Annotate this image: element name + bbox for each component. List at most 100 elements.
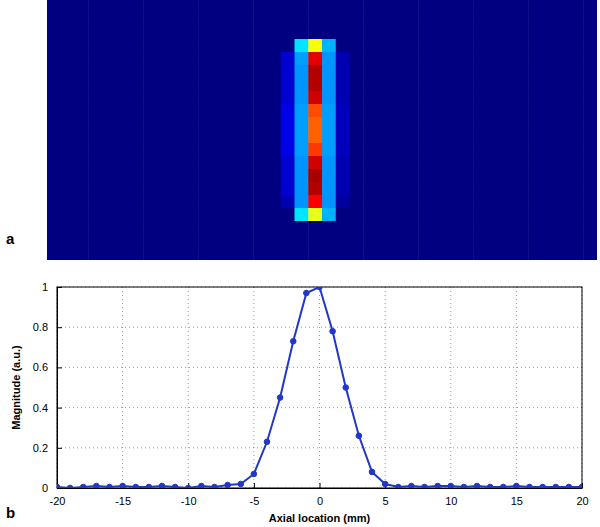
heat-cell xyxy=(322,0,336,14)
data-marker xyxy=(238,481,244,487)
heat-cell xyxy=(583,143,597,157)
heat-cell xyxy=(391,65,405,79)
heat-cell xyxy=(350,221,364,235)
heat-cell xyxy=(432,169,446,183)
heat-cell xyxy=(130,78,144,92)
heat-cell xyxy=(515,143,529,157)
y-tick-label: 0.4 xyxy=(33,402,48,414)
heat-cell xyxy=(185,247,199,260)
heat-cell xyxy=(75,65,89,79)
heat-cell xyxy=(570,156,584,170)
heat-cell xyxy=(583,39,597,53)
y-tick: 0.2 xyxy=(33,442,62,454)
heat-cell xyxy=(226,130,240,144)
heat-cell xyxy=(336,221,350,235)
data-marker xyxy=(527,484,533,488)
heat-cell xyxy=(336,26,350,40)
heat-cell xyxy=(212,52,226,66)
heat-cell xyxy=(88,13,102,27)
heat-cell xyxy=(542,221,556,235)
heat-cell xyxy=(528,26,542,40)
heat-cell xyxy=(460,65,474,79)
heat-cell xyxy=(460,247,474,260)
heat-cell xyxy=(432,195,446,209)
heat-cell xyxy=(88,143,102,157)
heat-cell xyxy=(185,221,199,235)
heat-cell xyxy=(185,182,199,196)
heat-cell xyxy=(116,117,130,131)
heat-cell xyxy=(363,143,377,157)
heat-cell xyxy=(363,208,377,222)
heat-cell xyxy=(171,130,185,144)
heat-cell xyxy=(295,247,309,260)
heat-cell xyxy=(336,39,350,53)
heat-cell xyxy=(75,143,89,157)
heat-cell xyxy=(281,169,295,183)
heat-cell xyxy=(253,26,267,40)
heat-cell xyxy=(322,130,336,144)
heat-cell xyxy=(446,221,460,235)
heat-cell xyxy=(171,26,185,40)
heat-cell xyxy=(501,117,515,131)
grid-line-y xyxy=(57,407,582,408)
heat-cell xyxy=(143,104,157,118)
heat-cell xyxy=(267,0,281,14)
heat-cell xyxy=(88,195,102,209)
heat-cell xyxy=(418,91,432,105)
heat-cell xyxy=(308,221,322,235)
heat-cell xyxy=(47,195,61,209)
heat-cell xyxy=(432,52,446,66)
data-marker xyxy=(435,483,441,488)
heat-cell xyxy=(432,104,446,118)
y-tick-mark xyxy=(57,287,62,288)
heat-cell xyxy=(556,0,570,14)
heat-cell xyxy=(336,195,350,209)
heat-cell xyxy=(130,234,144,248)
heat-cell xyxy=(583,208,597,222)
heat-cell xyxy=(377,182,391,196)
heat-cell xyxy=(185,26,199,40)
heat-cell xyxy=(528,117,542,131)
heat-cell xyxy=(75,52,89,66)
heat-cell xyxy=(102,130,116,144)
heat-cell xyxy=(308,91,322,105)
heat-cell xyxy=(130,156,144,170)
heat-cell xyxy=(418,208,432,222)
heat-cell xyxy=(47,13,61,27)
heat-cell xyxy=(198,156,212,170)
heat-cell xyxy=(88,91,102,105)
heat-cell xyxy=(130,182,144,196)
heat-cell xyxy=(171,156,185,170)
heat-cell xyxy=(102,221,116,235)
heat-cell xyxy=(308,208,322,222)
heat-cell xyxy=(528,39,542,53)
heat-cell xyxy=(240,247,254,260)
heat-cell xyxy=(116,221,130,235)
heat-cell xyxy=(322,247,336,260)
heat-cell xyxy=(281,39,295,53)
heat-cell xyxy=(143,26,157,40)
heat-cell xyxy=(61,0,75,14)
heat-cell xyxy=(515,221,529,235)
heat-cell xyxy=(350,52,364,66)
data-marker xyxy=(356,433,362,439)
heat-cell xyxy=(487,156,501,170)
heat-cell xyxy=(157,117,171,131)
heat-cell xyxy=(542,156,556,170)
heat-cell xyxy=(267,169,281,183)
heat-cell xyxy=(515,156,529,170)
heat-cell xyxy=(212,13,226,27)
heat-cell xyxy=(171,208,185,222)
heat-cell xyxy=(253,208,267,222)
heat-cell xyxy=(570,65,584,79)
heat-cell xyxy=(542,234,556,248)
heat-cell xyxy=(102,0,116,14)
heat-cell xyxy=(267,117,281,131)
heat-cell xyxy=(487,247,501,260)
heat-cell xyxy=(226,195,240,209)
heat-cell xyxy=(130,0,144,14)
heat-cell xyxy=(487,143,501,157)
heat-cell xyxy=(47,130,61,144)
heat-cell xyxy=(542,13,556,27)
heat-cell xyxy=(528,208,542,222)
